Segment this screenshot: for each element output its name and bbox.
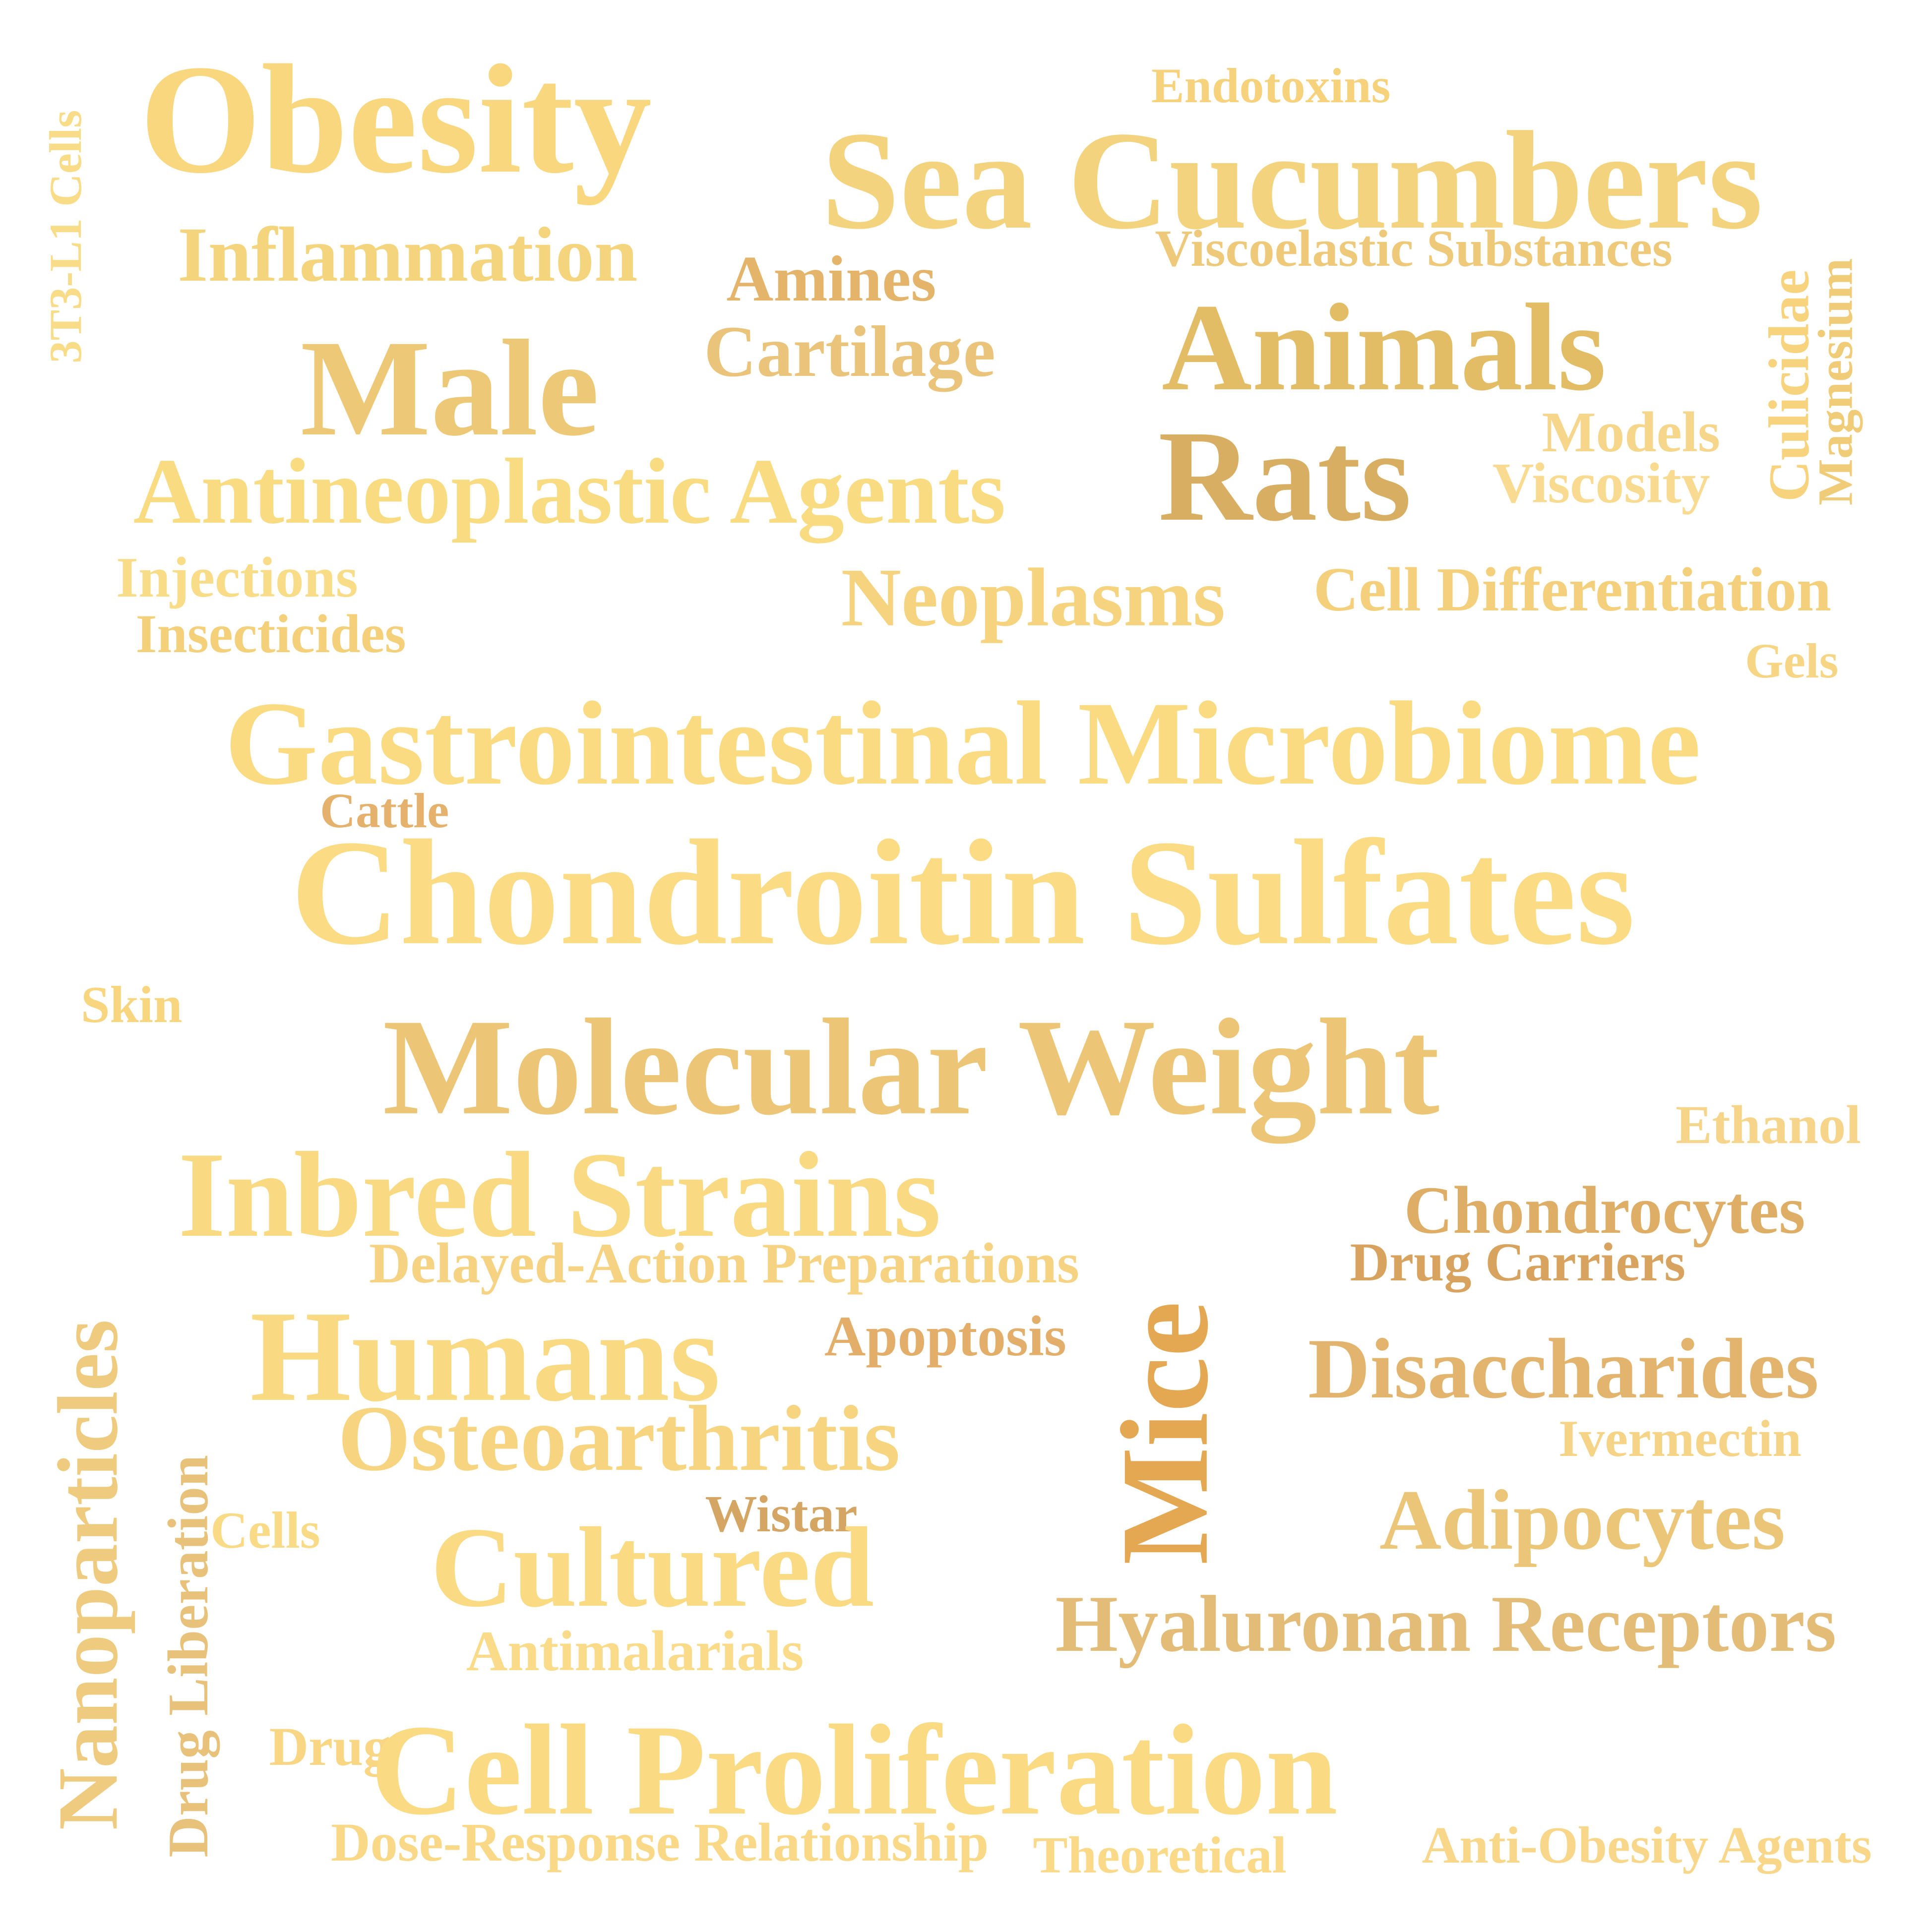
word-viscoelastic-substances: Viscoelastic Substances: [1155, 219, 1673, 277]
word-delayed-action-preparations: Delayed-Action Preparations: [369, 1231, 1079, 1295]
word-amines: Amines: [726, 242, 936, 315]
word-drug-liberation: Drug Liberation: [156, 1454, 220, 1858]
word-osteoarthritis: Osteoarthritis: [338, 1386, 900, 1490]
word-apoptosis: Apoptosis: [824, 1304, 1066, 1368]
word-chondrocytes: Chondrocytes: [1404, 1172, 1806, 1248]
word-molecular-weight: Molecular Weight: [382, 991, 1440, 1144]
word-rats: Rats: [1158, 403, 1412, 548]
word-models: Models: [1542, 400, 1720, 464]
word-drug-carriers: Drug Carriers: [1350, 1232, 1686, 1292]
word-sea-cucumbers: Sea Cucumbers: [821, 103, 1763, 258]
word-cells: Cells: [210, 1501, 320, 1559]
word-mice: Mice: [1095, 1301, 1234, 1565]
word-endotoxins: Endotoxins: [1151, 58, 1391, 113]
word-drug: Drug: [269, 1716, 391, 1777]
word-inbred-strains: Inbred Strains: [178, 1127, 941, 1263]
word-animals: Animals: [1162, 278, 1607, 417]
word-obesity: Obesity: [139, 32, 652, 206]
word-dose-response-relationship: Dose-Response Relationship: [331, 1812, 989, 1872]
word-antimalarials: Antimalarials: [466, 1619, 804, 1683]
word-hyaluronan-receptors: Hyaluronan Receptors: [1055, 1579, 1837, 1669]
word-male: Male: [300, 312, 600, 465]
word-disaccharides: Disaccharides: [1308, 1321, 1819, 1416]
word-adipocytes: Adipocytes: [1379, 1472, 1786, 1568]
word-viscosity: Viscosity: [1493, 451, 1710, 515]
word-inflammation: Inflammation: [178, 212, 638, 298]
word-gels: Gels: [1745, 633, 1839, 688]
word-skin: Skin: [81, 975, 183, 1033]
word-insecticides: Insecticides: [135, 604, 406, 664]
word-neoplasms: Neoplasms: [841, 551, 1226, 644]
word-magnesium: Magnesium: [1807, 258, 1863, 506]
word-cell-differentiation: Cell Differentiation: [1313, 555, 1831, 624]
word-cartilage: Cartilage: [704, 310, 996, 392]
word-cattle: Cattle: [320, 783, 449, 838]
word-gastrointestinal-microbiome: Gastrointestinal Microbiome: [225, 677, 1701, 810]
word-theoretical: Theoretical: [1033, 1825, 1287, 1884]
word-3t3-l1-cells: 3T3-L1 Cells: [40, 110, 91, 363]
word-nanoparticles: Nanoparticles: [41, 1319, 136, 1830]
word-cultured: Cultured: [431, 1503, 874, 1630]
word-anti-obesity-agents: Anti-Obesity Agents: [1422, 1815, 1872, 1874]
word-wistar: Wistar: [705, 1484, 858, 1543]
word-ivermectin: Ivermectin: [1558, 1409, 1802, 1467]
word-ethanol: Ethanol: [1676, 1094, 1861, 1155]
word-cell-proliferation: Cell Proliferation: [371, 1698, 1338, 1842]
word-chondroitin-sulfates: Chondroitin Sulfates: [291, 808, 1635, 976]
word-humans: Humans: [250, 1283, 721, 1428]
word-antineoplastic-agents: Antineoplastic Agents: [133, 439, 1006, 543]
word-injections: Injections: [116, 545, 358, 609]
